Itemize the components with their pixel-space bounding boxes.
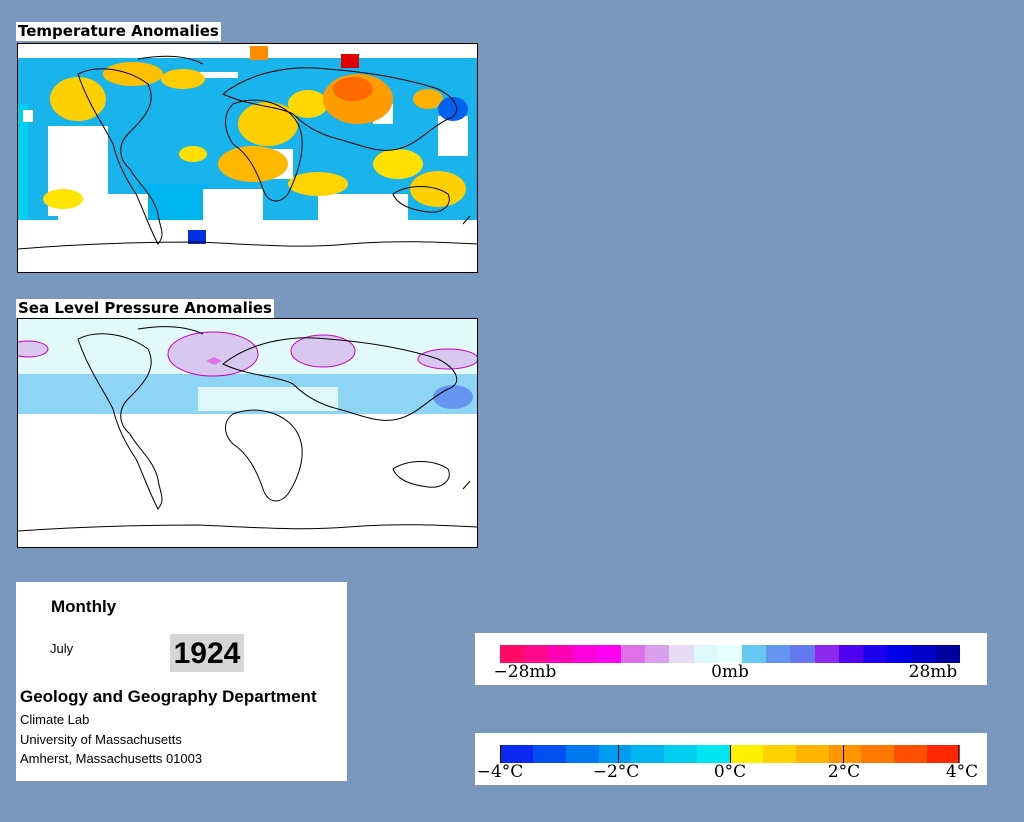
temperature-title: Temperature Anomalies: [16, 22, 221, 41]
pressure-color-swatch: [621, 645, 646, 663]
tick: [730, 745, 731, 763]
pressure-legend-max: 28mb: [908, 662, 958, 682]
temperature-color-swatch: [631, 745, 665, 763]
tick: [500, 745, 501, 763]
temperature-color-swatch: [861, 745, 895, 763]
temperature-color-bar: [500, 745, 961, 763]
pressure-anomaly-map: [17, 318, 478, 548]
temperature-color-swatch: [927, 745, 961, 763]
university-name: University of Massachusetts: [20, 732, 182, 747]
tick: [618, 745, 619, 763]
pressure-legend: −28mb 0mb 28mb: [475, 633, 987, 685]
pressure-color-swatch: [500, 645, 525, 663]
department-name: Geology and Geography Department: [20, 687, 317, 706]
pressure-color-swatch: [766, 645, 791, 663]
temp-legend-label: −2°C: [592, 762, 640, 782]
year-label: 1924: [170, 634, 244, 672]
pressure-title: Sea Level Pressure Anomalies: [16, 299, 274, 318]
pressure-color-swatch: [693, 645, 718, 663]
pressure-color-swatch: [524, 645, 549, 663]
pressure-color-swatch: [935, 645, 960, 663]
pressure-color-swatch: [814, 645, 839, 663]
month-label: July: [50, 641, 74, 656]
pressure-legend-zero: 0mb: [711, 662, 749, 682]
temp-legend-label: 4°C: [945, 762, 979, 782]
tick: [843, 745, 844, 763]
pressure-color-swatch: [669, 645, 694, 663]
lab-name: Climate Lab: [20, 712, 90, 727]
temperature-color-swatch: [762, 745, 796, 763]
info-box: Monthly July 1924 Geology and Geography …: [16, 582, 347, 781]
temperature-color-swatch: [565, 745, 599, 763]
pressure-color-swatch: [596, 645, 622, 663]
temperature-color-swatch: [697, 745, 731, 763]
pressure-color-swatch: [717, 645, 743, 663]
pressure-color-swatch: [887, 645, 912, 663]
tick: [958, 745, 959, 763]
temperature-color-swatch: [532, 745, 566, 763]
pressure-color-swatch: [742, 645, 767, 663]
period-label: Monthly: [51, 597, 117, 616]
pressure-color-swatch: [911, 645, 936, 663]
temperature-color-swatch: [730, 745, 763, 763]
pressure-color-swatch: [838, 645, 864, 663]
temperature-color-swatch: [795, 745, 829, 763]
pressure-color-swatch: [572, 645, 597, 663]
pressure-color-swatch: [548, 645, 573, 663]
pressure-color-bar: [500, 645, 960, 663]
temperature-color-swatch: [828, 745, 862, 763]
temperature-anomaly-map: [17, 43, 478, 273]
pressure-color-swatch: [790, 645, 815, 663]
temperature-legend: −4°C −2°C 0°C 2°C 4°C: [475, 733, 987, 785]
temp-legend-label: 0°C: [713, 762, 747, 782]
temperature-color-swatch: [894, 745, 928, 763]
pressure-legend-min: −28mb: [493, 662, 557, 682]
temp-legend-label: 2°C: [827, 762, 861, 782]
temperature-color-swatch: [500, 745, 533, 763]
pressure-color-swatch: [863, 645, 888, 663]
temp-legend-label: −4°C: [476, 762, 524, 782]
pressure-color-swatch: [645, 645, 670, 663]
address: Amherst, Massachusetts 01003: [20, 751, 203, 766]
temperature-color-swatch: [598, 745, 632, 763]
temperature-color-swatch: [664, 745, 698, 763]
